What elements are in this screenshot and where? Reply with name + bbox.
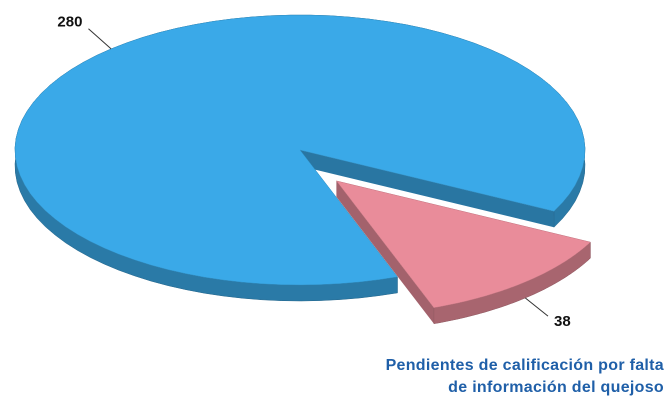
value-label: 280 — [57, 14, 82, 31]
slice-cut-face — [300, 150, 554, 228]
category-label: Pendientes de calificación por falta de … — [385, 357, 664, 396]
slice — [14, 14, 586, 302]
value-label: 38 — [554, 313, 571, 330]
slice-cut-face — [336, 180, 434, 324]
category-label-box: Pendientes de calificación por falta de … — [385, 357, 664, 396]
leader-line — [525, 297, 549, 317]
slice — [335, 180, 591, 324]
slice-top — [335, 180, 591, 308]
leader-line — [88, 28, 112, 50]
